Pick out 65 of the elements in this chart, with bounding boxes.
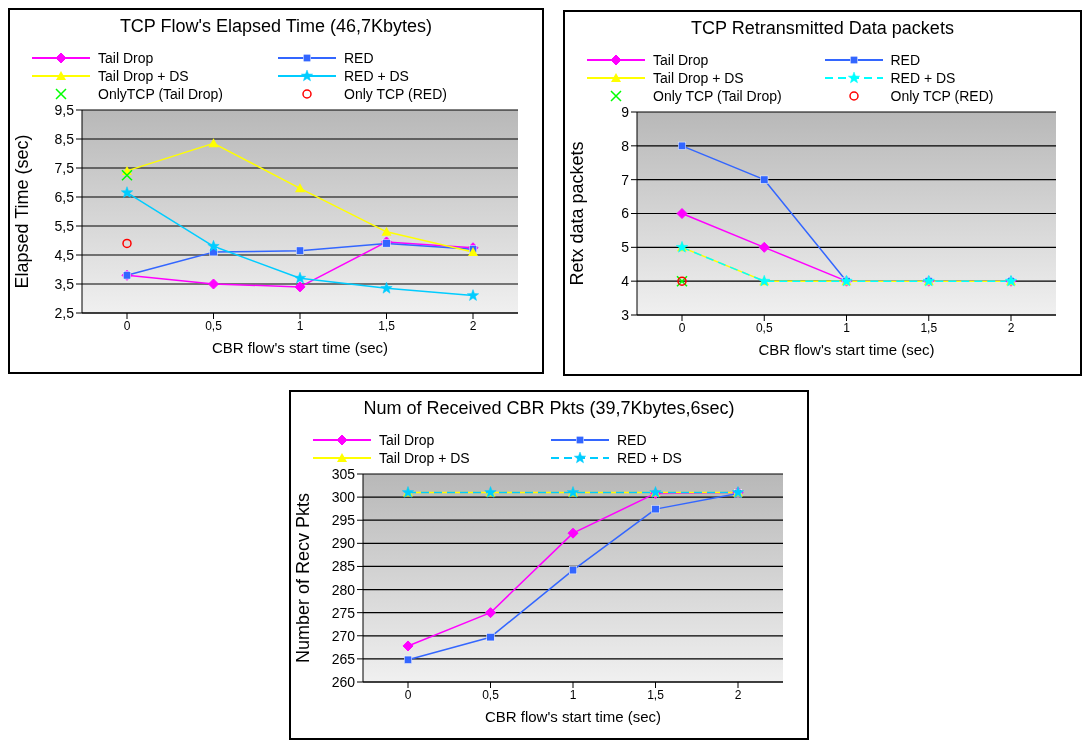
legend-label: Tail Drop — [653, 52, 709, 68]
legend-label: Tail Drop + DS — [379, 450, 470, 466]
y-tick-label: 9,5 — [54, 101, 75, 118]
y-tick-label: 4 — [621, 273, 630, 290]
legend-label: Only TCP (RED) — [344, 86, 447, 102]
x-tick-label: 2 — [469, 318, 477, 333]
y-tick-label: 6 — [621, 205, 630, 222]
legend-label: OnlyTCP (Tail Drop) — [98, 86, 223, 102]
x-tick-label: 0,5 — [205, 318, 223, 333]
legend-label: Tail Drop + DS — [98, 68, 189, 84]
x-tick-label: 2 — [1007, 320, 1015, 335]
legend-label: Tail Drop — [98, 50, 154, 66]
y-tick-label: 3,5 — [54, 275, 75, 292]
x-axis-title: CBR flow's start time (sec) — [211, 339, 389, 356]
x-tick-label: 1,5 — [647, 687, 665, 702]
y-tick-label: 8 — [621, 137, 630, 154]
y-tick-label: 290 — [331, 535, 356, 552]
x-tick-label: 1,5 — [378, 318, 396, 333]
y-tick-label: 4,5 — [54, 246, 75, 263]
chart-title: TCP Retransmitted Data packets — [690, 17, 955, 40]
x-tick-label: 1,5 — [920, 320, 938, 335]
y-tick-label: 265 — [331, 650, 356, 667]
y-tick-label: 9 — [621, 103, 630, 120]
legend-label: RED — [617, 432, 647, 448]
x-tick-label: 2 — [734, 687, 742, 702]
x-tick-label: 0 — [678, 320, 686, 335]
legend-label: RED — [890, 52, 921, 68]
x-axis-title: CBR flow's start time (sec) — [758, 341, 935, 358]
y-tick-label: 275 — [331, 604, 356, 621]
y-tick-label: 6,5 — [54, 188, 75, 205]
y-tick-label: 270 — [331, 627, 356, 644]
y-tick-label: 7 — [621, 171, 630, 188]
x-tick-label: 0,5 — [482, 687, 500, 702]
y-tick-label: 7,5 — [54, 159, 75, 176]
y-axis-title: Retx data packets — [567, 141, 588, 286]
x-tick-label: 1 — [843, 320, 851, 335]
y-tick-label: 295 — [331, 512, 356, 529]
legend-label: Tail Drop — [379, 432, 435, 448]
legend-label: Only TCP (Tail Drop) — [653, 88, 782, 104]
legend-label: RED — [344, 50, 374, 66]
chart-title: TCP Flow's Elapsed Time (46,7Kbytes) — [118, 15, 434, 38]
x-tick-label: 0 — [123, 318, 131, 333]
y-tick-label: 3 — [621, 306, 630, 323]
y-axis-title: Elapsed Time (sec) — [12, 134, 33, 289]
x-tick-label: 1 — [569, 687, 577, 702]
y-tick-label: 260 — [331, 673, 356, 690]
x-tick-label: 0,5 — [755, 320, 773, 335]
y-tick-label: 2,5 — [54, 304, 75, 321]
y-tick-label: 300 — [331, 489, 356, 506]
y-axis-title: Number of Recv Pkts — [293, 492, 314, 664]
x-tick-label: 1 — [296, 318, 304, 333]
legend-label: Tail Drop + DS — [653, 70, 744, 86]
y-tick-label: 5,5 — [54, 217, 75, 234]
x-tick-label: 0 — [404, 687, 412, 702]
y-tick-label: 305 — [331, 465, 356, 482]
y-tick-label: 285 — [331, 558, 356, 575]
x-axis-title: CBR flow's start time (sec) — [484, 708, 662, 725]
y-tick-label: 5 — [621, 239, 630, 256]
legend-label: RED + DS — [617, 450, 682, 466]
y-tick-label: 8,5 — [54, 130, 75, 147]
chart-title: Num of Received CBR Pkts (39,7Kbytes,6sec) — [362, 397, 736, 420]
legend-label: Only TCP (RED) — [890, 88, 994, 104]
y-tick-label: 280 — [331, 581, 356, 598]
legend-label: RED + DS — [344, 68, 409, 84]
legend-label: RED + DS — [890, 70, 956, 86]
